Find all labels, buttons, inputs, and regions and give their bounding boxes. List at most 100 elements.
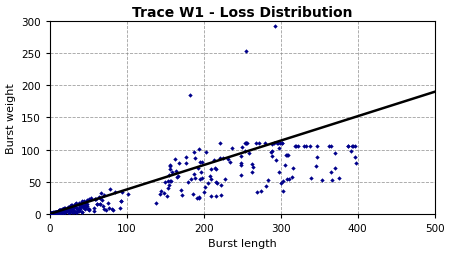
Point — [192, 157, 199, 161]
Point — [81, 205, 88, 210]
Point — [72, 203, 79, 207]
Point — [245, 151, 252, 155]
Point — [202, 185, 209, 189]
Point — [350, 145, 357, 149]
Point — [60, 209, 67, 213]
Point — [238, 145, 246, 149]
Point — [76, 205, 83, 209]
Point — [77, 201, 84, 205]
Point — [98, 198, 105, 202]
Point — [72, 202, 79, 206]
Point — [196, 160, 203, 164]
Point — [78, 200, 85, 204]
Point — [51, 211, 59, 215]
Point — [243, 50, 250, 54]
Point — [243, 141, 250, 146]
Point — [306, 145, 313, 149]
Point — [63, 209, 70, 213]
Point — [71, 209, 78, 213]
Point — [281, 163, 288, 167]
Point — [68, 204, 75, 209]
Point — [237, 161, 244, 165]
Point — [275, 147, 282, 151]
Point — [57, 209, 64, 213]
Point — [328, 171, 335, 175]
Point — [84, 202, 91, 207]
Point — [58, 209, 65, 213]
Point — [81, 203, 89, 208]
Point — [49, 211, 56, 215]
Point — [50, 211, 57, 215]
Point — [64, 207, 71, 211]
Point — [50, 211, 57, 215]
Point — [91, 206, 98, 210]
Point — [47, 211, 54, 215]
Point — [100, 193, 108, 197]
Point — [50, 211, 57, 215]
Point — [57, 211, 64, 215]
Point — [252, 141, 259, 146]
Point — [60, 207, 67, 211]
Point — [291, 145, 298, 149]
Point — [285, 178, 292, 182]
Point — [314, 145, 321, 149]
Point — [85, 197, 92, 201]
Point — [76, 209, 83, 213]
Point — [73, 210, 80, 214]
Point — [279, 189, 287, 193]
Point — [168, 170, 176, 174]
Point — [56, 211, 63, 215]
Point — [184, 181, 192, 185]
Point — [78, 210, 86, 214]
Point — [49, 211, 56, 215]
Point — [157, 189, 164, 193]
Point — [173, 169, 180, 173]
Point — [325, 145, 333, 149]
Point — [66, 204, 73, 208]
Point — [68, 208, 75, 212]
Point — [196, 196, 203, 200]
Point — [64, 205, 71, 209]
Point — [167, 180, 174, 184]
Point — [219, 157, 226, 161]
Point — [331, 151, 338, 155]
Point — [69, 205, 76, 209]
Point — [225, 157, 232, 161]
Point — [58, 207, 65, 211]
Point — [77, 202, 85, 207]
Point — [229, 147, 236, 151]
Point — [253, 190, 261, 194]
Point — [242, 141, 249, 146]
Point — [78, 204, 86, 208]
Point — [191, 176, 198, 180]
Point — [97, 202, 104, 207]
Point — [208, 195, 215, 199]
Point — [49, 211, 56, 215]
Point — [50, 211, 57, 215]
Point — [290, 166, 297, 170]
Point — [73, 210, 81, 214]
Point — [274, 141, 281, 146]
Point — [53, 210, 60, 214]
Point — [242, 141, 249, 146]
Point — [166, 173, 173, 178]
Point — [48, 211, 55, 215]
Point — [237, 163, 244, 167]
Point — [62, 208, 69, 212]
Point — [283, 153, 290, 157]
Point — [279, 179, 286, 183]
Point — [178, 193, 185, 197]
Point — [194, 196, 201, 200]
Point — [289, 175, 296, 179]
Point — [85, 208, 92, 212]
Point — [61, 207, 68, 211]
Point — [69, 205, 76, 209]
Point — [124, 193, 131, 197]
Point — [187, 177, 194, 181]
Point — [52, 211, 59, 215]
Point — [216, 156, 223, 160]
Point — [58, 209, 66, 213]
Point — [69, 205, 76, 210]
Point — [53, 211, 60, 215]
Point — [275, 170, 283, 174]
